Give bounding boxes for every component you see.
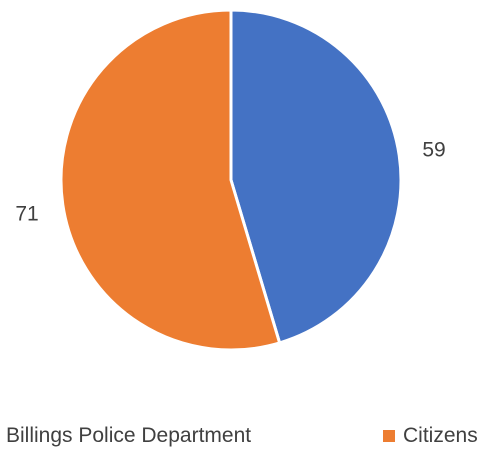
legend-entry-billings-police-department: Billings Police Department <box>0 424 251 448</box>
legend: Billings Police Department Citizens <box>0 424 504 448</box>
data-label-citizens: 71 <box>15 203 38 226</box>
legend-swatch-citizens <box>383 430 395 442</box>
legend-label-citizens: Citizens <box>403 424 478 447</box>
pie-slice-citizens <box>59 8 282 352</box>
legend-label-billings-police-department: Billings Police Department <box>6 424 252 447</box>
data-label-billings-police-department: 59 <box>422 139 445 162</box>
legend-entry-citizens: Citizens <box>383 424 478 448</box>
pie-slice-billings-police-department <box>229 8 403 345</box>
